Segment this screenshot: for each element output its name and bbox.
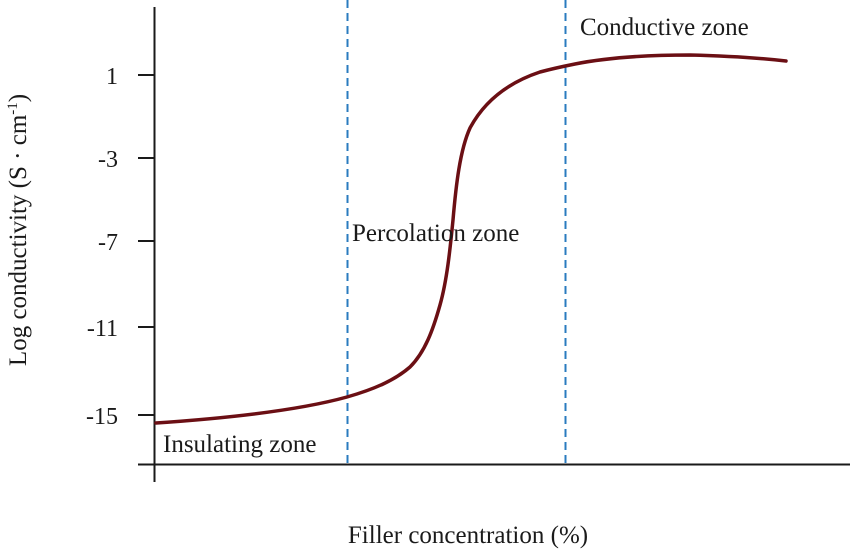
conductivity-curve	[154, 53, 788, 425]
y-tick-label: 1	[106, 64, 118, 90]
y-tick-label: -11	[87, 316, 118, 342]
y-ticks	[138, 74, 154, 416]
y-tick-label: -3	[98, 147, 118, 173]
conductive-zone-label: Conductive zone	[580, 14, 749, 41]
x-axis-title: Filler concentration (%)	[348, 522, 588, 549]
y-tick-label: -7	[98, 230, 118, 256]
percolation-zone-label: Percolation zone	[352, 220, 519, 247]
y-tick-label: -15	[86, 404, 118, 430]
y-axis-title-close: )	[5, 94, 32, 102]
y-axis-title-superscript: -1	[5, 102, 21, 115]
y-axis-title: Log conductivity (S · cm-1)	[5, 94, 32, 366]
insulating-zone-label: Insulating zone	[163, 431, 316, 458]
y-axis-title-main: Log conductivity (S · cm	[5, 114, 32, 366]
